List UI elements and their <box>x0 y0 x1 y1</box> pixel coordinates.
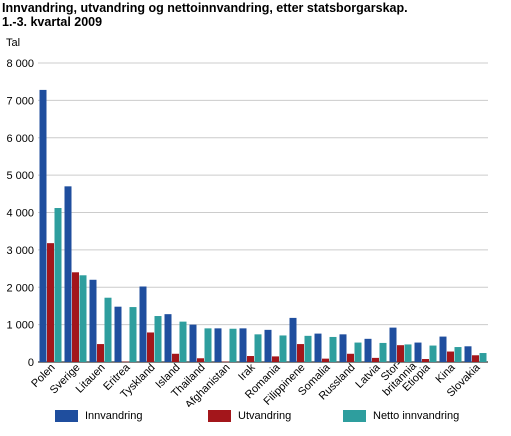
bar <box>464 346 472 362</box>
bar <box>479 353 487 362</box>
bar <box>222 361 229 363</box>
bar <box>154 316 162 362</box>
y-tick-label: 6 000 <box>6 133 34 145</box>
bar <box>104 297 112 362</box>
bar <box>329 336 337 362</box>
bar <box>39 89 47 362</box>
y-tick-label: 4 000 <box>6 208 34 220</box>
bar <box>279 335 287 362</box>
bar <box>422 359 429 362</box>
bar <box>339 334 347 362</box>
bar <box>429 345 437 362</box>
bar <box>347 353 354 362</box>
bar <box>114 306 122 362</box>
bar <box>289 317 297 362</box>
bar <box>314 333 322 362</box>
bar <box>264 329 272 362</box>
y-tick-label: 5 000 <box>6 170 34 182</box>
bar <box>197 358 204 362</box>
bar <box>179 321 187 362</box>
bar <box>379 342 387 362</box>
bar <box>364 338 372 362</box>
bar <box>72 272 79 362</box>
bar <box>64 186 72 362</box>
legend-item-utvandring: Utvandring <box>208 410 291 422</box>
y-axis-unit-label: Tal <box>6 37 21 49</box>
bar <box>164 314 172 362</box>
y-tick-label: 3 000 <box>6 245 34 257</box>
y-tick-label: 7 000 <box>6 95 34 107</box>
chart-subtitle: 1.-3. kvartal 2009 <box>2 15 103 29</box>
y-tick-label: 2 000 <box>6 282 34 294</box>
legend-label-utvandring: Utvandring <box>238 410 292 422</box>
legend-label-innvandring: Innvandring <box>85 410 143 422</box>
y-tick-label: 0 <box>28 357 34 369</box>
legend-item-innvandring: Innvandring <box>55 410 143 422</box>
bar <box>372 357 379 362</box>
bar <box>414 342 422 362</box>
bar <box>239 328 247 362</box>
bar <box>247 356 254 362</box>
bar <box>439 336 447 362</box>
bar-chart: 0 1 000 2 000 3 000 4 000 5 000 6 000 7 000 8 00… <box>6 58 488 407</box>
bar <box>472 355 479 362</box>
bar <box>204 328 212 362</box>
bar <box>214 328 222 362</box>
y-tick-label: 1 000 <box>6 320 34 332</box>
legend-swatch-netto <box>343 410 366 422</box>
bar <box>139 286 147 362</box>
bar <box>122 361 129 363</box>
bar <box>47 243 54 362</box>
bar <box>404 344 412 362</box>
y-tick-label: 8 000 <box>6 58 34 70</box>
legend-swatch-innvandring <box>55 410 78 422</box>
bar <box>354 342 362 362</box>
bar <box>254 334 262 362</box>
chart-title-line1: Innvandring, utvandring og nettoinnvandr… <box>2 1 408 15</box>
bar <box>147 332 154 362</box>
bar <box>79 275 87 362</box>
bar <box>322 358 329 362</box>
legend: Innvandring Utvandring Netto innvandring <box>0 407 511 427</box>
bar <box>297 344 304 362</box>
bar <box>447 351 454 362</box>
bar <box>172 353 179 362</box>
legend-label-netto: Netto innvandring <box>373 410 460 422</box>
bar <box>272 356 279 362</box>
bar <box>397 345 404 362</box>
bar <box>89 279 97 362</box>
bar <box>54 208 62 362</box>
bar <box>189 324 197 362</box>
bar <box>97 344 104 362</box>
bar <box>229 328 237 362</box>
bar <box>304 335 312 362</box>
bar <box>389 327 397 362</box>
bar <box>454 347 462 362</box>
legend-swatch-utvandring <box>208 410 231 422</box>
legend-item-netto: Netto innvandring <box>343 410 459 422</box>
chart-title: Innvandring, utvandring og nettoinnvandr… <box>2 1 408 29</box>
bar <box>129 307 137 362</box>
